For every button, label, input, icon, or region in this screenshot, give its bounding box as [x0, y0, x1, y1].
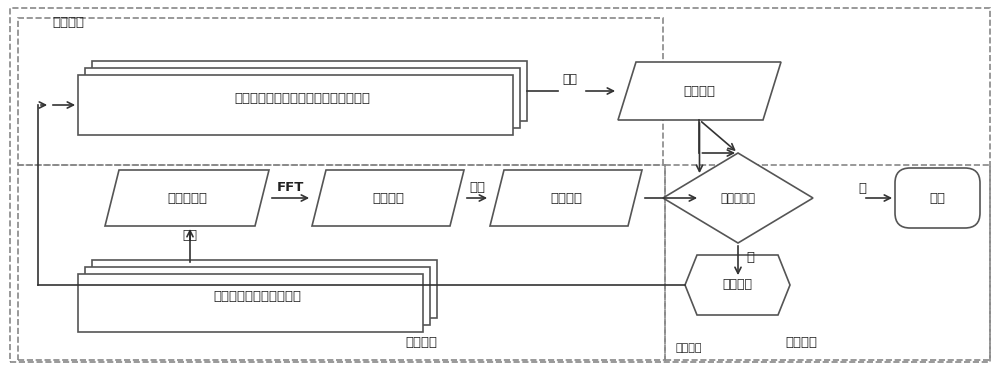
Polygon shape: [105, 170, 269, 226]
Text: 大臂、转台、车架和支腿: 大臂、转台、车架和支腿: [214, 289, 302, 303]
FancyBboxPatch shape: [85, 267, 430, 325]
Polygon shape: [663, 153, 813, 243]
FancyBboxPatch shape: [92, 260, 437, 318]
Text: 否: 否: [858, 182, 866, 195]
Text: 系统识别: 系统识别: [405, 336, 437, 349]
Text: 激励分析: 激励分析: [52, 16, 84, 28]
Text: 调整信号: 调整信号: [675, 343, 702, 353]
Text: 控制系统: 控制系统: [722, 279, 753, 292]
FancyBboxPatch shape: [85, 68, 520, 128]
Text: 控制系统: 控制系统: [785, 336, 817, 349]
Text: 是: 是: [746, 250, 754, 263]
Text: 监视: 监视: [562, 73, 578, 85]
Text: 振动频率: 振动频率: [550, 192, 582, 205]
Polygon shape: [490, 170, 642, 226]
Text: 加速度信号: 加速度信号: [167, 192, 207, 205]
Text: 液压泵、液压马达、液压油缸和减速机: 液压泵、液压马达、液压油缸和减速机: [234, 91, 370, 104]
Polygon shape: [685, 255, 790, 315]
Polygon shape: [618, 62, 781, 120]
Text: FFT: FFT: [277, 181, 304, 194]
Text: 识别: 识别: [469, 181, 485, 194]
Text: 正常: 正常: [930, 192, 946, 205]
Text: 是否共振？: 是否共振？: [720, 192, 756, 205]
FancyBboxPatch shape: [78, 274, 423, 332]
FancyBboxPatch shape: [92, 61, 527, 121]
FancyBboxPatch shape: [78, 75, 513, 135]
Text: 采集: 采集: [182, 229, 198, 242]
FancyBboxPatch shape: [895, 168, 980, 228]
Text: 激励频率: 激励频率: [683, 84, 715, 98]
Text: 频谱特性: 频谱特性: [372, 192, 404, 205]
Polygon shape: [312, 170, 464, 226]
